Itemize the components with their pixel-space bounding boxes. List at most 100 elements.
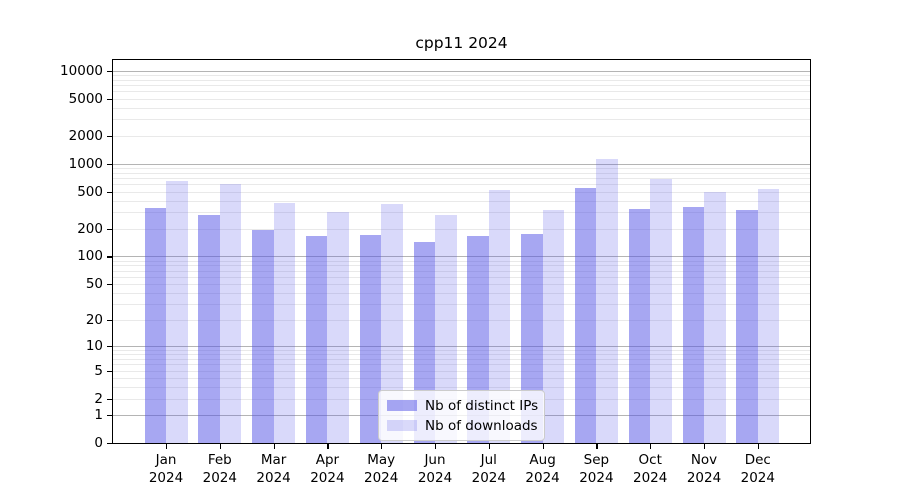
x-tick-label-month: Sep xyxy=(583,452,610,468)
bar-downloads-jun xyxy=(435,214,457,443)
y-tick-mark xyxy=(107,163,113,165)
minor-gridline xyxy=(113,119,810,121)
minor-gridline xyxy=(113,386,810,388)
minor-gridline xyxy=(113,349,810,351)
bar-downloads-jan xyxy=(166,181,188,443)
x-tick-label-month: Jun xyxy=(424,452,446,468)
minor-gridline xyxy=(113,79,810,81)
bar-downloads-oct xyxy=(650,178,672,443)
x-tick-label-year: 2024 xyxy=(202,470,237,486)
minor-gridline xyxy=(113,304,810,306)
x-tick-mark xyxy=(757,444,759,449)
y-tick-mark xyxy=(107,70,113,72)
y-tick-label: 5 xyxy=(94,362,103,379)
x-tick-label-month: Aug xyxy=(529,452,556,468)
minor-gridline xyxy=(113,292,810,294)
legend-label: Nb of distinct IPs xyxy=(425,397,539,414)
y-tick-label: 0 xyxy=(94,435,103,451)
y-tick-mark xyxy=(107,346,113,348)
bar-distinct-ips-mar xyxy=(252,230,274,443)
minor-gridline xyxy=(113,284,810,285)
x-tick-label-month: May xyxy=(367,452,396,468)
major-gridline xyxy=(113,163,810,165)
y-tick-mark xyxy=(107,135,113,137)
y-tick-mark xyxy=(107,443,113,445)
minor-gridline xyxy=(113,172,810,174)
legend-swatch-downloads xyxy=(387,420,417,431)
legend-item: Nb of distinct IPs xyxy=(387,397,539,414)
x-tick-label-month: Nov xyxy=(690,452,718,468)
y-tick-mark xyxy=(107,319,113,322)
minor-gridline xyxy=(113,276,810,278)
y-tick-label: 10 xyxy=(85,338,103,354)
x-tick-mark xyxy=(166,444,168,449)
y-tick-label: 5000 xyxy=(68,90,103,107)
bar-distinct-ips-sep xyxy=(574,188,597,443)
bar-downloads-apr xyxy=(327,211,349,443)
x-tick-mark xyxy=(273,444,275,449)
y-tick-label: 20 xyxy=(85,311,103,328)
x-tick-mark xyxy=(488,444,490,449)
x-tick-label-year: 2024 xyxy=(579,470,614,486)
minor-gridline xyxy=(113,135,810,137)
legend: Nb of distinct IPs Nb of downloads xyxy=(378,390,545,441)
x-tick-label-month: Dec xyxy=(744,452,771,468)
bar-distinct-ips-nov xyxy=(682,207,704,443)
x-tick-label-month: Apr xyxy=(315,452,340,468)
y-tick-label: 500 xyxy=(77,183,103,200)
minor-gridline xyxy=(113,74,810,76)
x-tick-label-year: 2024 xyxy=(256,470,291,486)
y-tick-mark xyxy=(107,398,113,400)
bar-downloads-nov xyxy=(704,192,726,443)
minor-gridline xyxy=(113,260,810,262)
x-tick-mark xyxy=(542,444,544,449)
legend-item: Nb of downloads xyxy=(387,417,538,434)
minor-gridline xyxy=(113,364,810,366)
minor-gridline xyxy=(113,354,810,356)
x-tick-label-year: 2024 xyxy=(148,470,184,486)
x-tick-label-month: Jul xyxy=(480,452,497,468)
minor-gridline xyxy=(113,85,810,86)
y-tick-mark xyxy=(107,256,113,258)
minor-gridline xyxy=(113,358,810,360)
x-tick-label-month: Jan xyxy=(155,452,177,468)
y-tick-label: 50 xyxy=(85,276,103,292)
bar-distinct-ips-may xyxy=(359,235,382,443)
minor-gridline xyxy=(113,191,810,193)
major-gridline xyxy=(113,256,810,258)
chart-title: cpp11 2024 xyxy=(415,34,508,52)
x-tick-label-month: Mar xyxy=(260,452,287,468)
legend-swatch-distinct-ips xyxy=(387,400,417,411)
bar-downloads-mar xyxy=(273,203,296,443)
y-tick-label: 100 xyxy=(77,248,103,265)
x-tick-mark xyxy=(650,444,652,449)
minor-gridline xyxy=(113,212,810,214)
x-tick-label-year: 2024 xyxy=(686,470,722,486)
minor-gridline xyxy=(113,98,810,100)
minor-gridline xyxy=(113,370,810,372)
y-tick-label: 1000 xyxy=(68,155,103,172)
x-tick-label-year: 2024 xyxy=(310,470,345,486)
y-tick-label: 2000 xyxy=(68,127,103,144)
y-tick-label: 1 xyxy=(94,407,103,423)
plot-area xyxy=(112,59,811,444)
minor-gridline xyxy=(113,228,810,230)
bar-downloads-dec xyxy=(757,188,780,443)
bar-downloads-jul xyxy=(488,190,511,443)
minor-gridline xyxy=(113,91,810,93)
major-gridline xyxy=(113,70,810,72)
bar-distinct-ips-feb xyxy=(198,214,220,443)
x-tick-label-year: 2024 xyxy=(364,470,399,486)
major-gridline xyxy=(113,346,810,347)
x-tick-mark xyxy=(327,444,329,449)
bar-distinct-ips-apr xyxy=(305,235,328,443)
minor-gridline xyxy=(113,167,810,169)
minor-gridline xyxy=(113,200,810,202)
y-tick-mark xyxy=(107,284,113,286)
y-tick-mark xyxy=(107,370,113,372)
x-tick-mark xyxy=(596,444,598,449)
minor-gridline xyxy=(113,265,810,267)
minor-gridline xyxy=(113,184,810,186)
bar-downloads-feb xyxy=(219,183,242,443)
x-tick-mark xyxy=(219,444,221,449)
